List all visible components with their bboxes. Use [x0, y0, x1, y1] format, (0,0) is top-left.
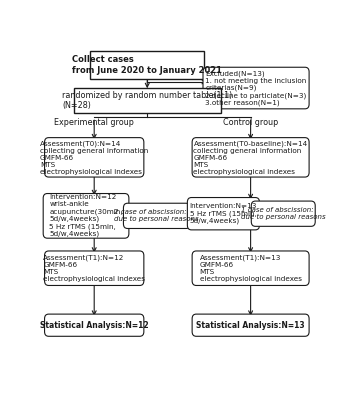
- Text: Collect cases
from June 2020 to January 2021: Collect cases from June 2020 to January …: [72, 55, 222, 75]
- FancyBboxPatch shape: [45, 138, 144, 177]
- FancyBboxPatch shape: [192, 251, 309, 286]
- Text: Statistical Analysis:N=13: Statistical Analysis:N=13: [196, 321, 305, 330]
- FancyBboxPatch shape: [187, 198, 259, 230]
- Text: Control group: Control group: [223, 118, 278, 127]
- Text: 1 case of abscission:
due to personal reasons: 1 case of abscission: due to personal re…: [241, 207, 326, 220]
- FancyBboxPatch shape: [43, 194, 129, 238]
- FancyBboxPatch shape: [45, 314, 144, 336]
- Text: Assessment(T0):N=14
collecting general information
GMFM-66
MTS
electrophysiologi: Assessment(T0):N=14 collecting general i…: [40, 140, 148, 174]
- Text: Excluded(N=13)
1. not meeting the inclusion
criterias(N=9)
2.decline to particia: Excluded(N=13) 1. not meeting the inclus…: [205, 70, 307, 106]
- FancyBboxPatch shape: [192, 314, 309, 336]
- Text: Intervention:N=13
5 Hz rTMS (15min,
5d/w,4weeks): Intervention:N=13 5 Hz rTMS (15min, 5d/w…: [190, 203, 257, 224]
- Text: Assessment(T1):N=13
GMFM-66
MTS
electrophysiological indexes: Assessment(T1):N=13 GMFM-66 MTS electrop…: [200, 254, 302, 282]
- FancyBboxPatch shape: [90, 51, 204, 79]
- Text: 2 case of abscission:
due to personal reasons: 2 case of abscission: due to personal re…: [114, 209, 199, 222]
- Text: Statistical Analysis:N=12: Statistical Analysis:N=12: [40, 321, 148, 330]
- Text: randomized by random number table(1:1)
(N=28): randomized by random number table(1:1) (…: [62, 91, 232, 110]
- Text: Assessment(T1):N=12
GMFM-66
MTS
electrophysiological indexes: Assessment(T1):N=12 GMFM-66 MTS electrop…: [43, 254, 145, 282]
- Text: Intervention:N=12
wrist-ankle
acupuncture(30min,
5d/w,4weeks)
5 Hz rTMS (15min,
: Intervention:N=12 wrist-ankle acupunctur…: [49, 194, 123, 237]
- FancyBboxPatch shape: [203, 67, 309, 109]
- Text: Experimental group: Experimental group: [54, 118, 134, 127]
- Text: Assessment(T0-baseline):N=14
collecting general information
GMFM-66
MTS
electrop: Assessment(T0-baseline):N=14 collecting …: [193, 140, 308, 174]
- FancyBboxPatch shape: [74, 88, 221, 113]
- FancyBboxPatch shape: [124, 203, 190, 228]
- FancyBboxPatch shape: [251, 201, 315, 226]
- FancyBboxPatch shape: [192, 138, 309, 177]
- FancyBboxPatch shape: [45, 251, 144, 286]
